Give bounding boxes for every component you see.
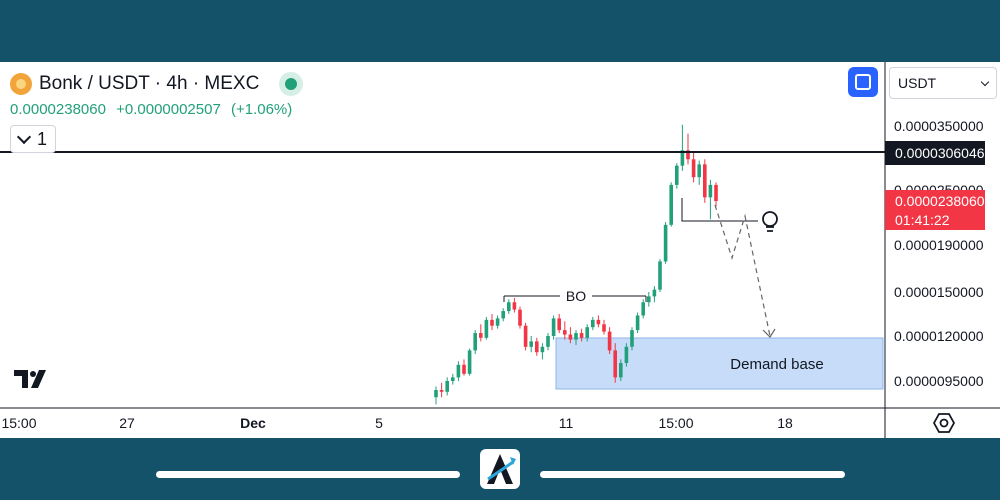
candle [663, 222, 668, 264]
level-price-tag: 0.0000306046 [885, 141, 985, 165]
candle [484, 316, 489, 340]
projection-path[interactable] [714, 204, 771, 337]
price-summary: 0.0000238060 +0.0000002507 (+1.06%) [10, 101, 298, 118]
chevron-down-icon [16, 129, 32, 144]
candle [574, 330, 578, 345]
decor-line-right [540, 471, 845, 478]
candle [467, 348, 472, 376]
y-tick-label: 0.0000095000 [894, 373, 984, 389]
candle [585, 324, 589, 342]
candle [546, 333, 550, 351]
price-chart[interactable]: 0.00003500000.00002500000.00001900000.00… [0, 62, 1000, 438]
support-line[interactable] [681, 198, 758, 222]
candle [596, 315, 601, 328]
currency-select-value: USDT [898, 75, 937, 91]
price-change-percent: (+1.06%) [230, 101, 293, 118]
candle [697, 160, 701, 185]
candle [607, 327, 612, 354]
candle [451, 373, 455, 385]
top-band [0, 0, 1000, 62]
candle [479, 324, 483, 342]
coin-icon [10, 73, 32, 95]
candle [557, 314, 561, 334]
fullscreen-icon[interactable] [848, 67, 878, 97]
candle [563, 321, 567, 340]
candle [669, 182, 673, 227]
decor-line-left [156, 471, 460, 478]
lightbulb-icon[interactable] [762, 211, 778, 232]
x-tick-label: Dec [240, 415, 266, 431]
candle [445, 377, 449, 396]
status-dot-icon [279, 72, 304, 96]
candle [591, 316, 595, 331]
candle [456, 361, 461, 381]
breakout-label: BO [566, 288, 586, 304]
chart-panel: 0.00003500000.00002500000.00001900000.00… [0, 62, 1000, 438]
x-tick-label: 18 [777, 415, 793, 431]
candle [495, 315, 500, 329]
candle [434, 386, 438, 405]
candle [439, 382, 444, 398]
brand-logo-icon[interactable] [480, 449, 520, 489]
candle [462, 359, 466, 376]
indicators-toggle-button[interactable]: 1 [10, 125, 56, 153]
candle [652, 286, 657, 303]
y-tick-label: 0.0000190000 [894, 237, 984, 253]
chart-header: Bonk / USDT · 4h · MEXC [10, 72, 304, 96]
breakout-line[interactable] [503, 295, 647, 302]
candle [675, 163, 679, 189]
x-tick-label: 27 [119, 415, 135, 431]
demand-zone[interactable] [555, 337, 884, 390]
x-tick-label: 15:00 [1, 415, 36, 431]
chevron-down-icon [980, 77, 990, 86]
candle [490, 314, 494, 331]
candle [501, 308, 505, 322]
level-price-text: 0.0000306046 [895, 145, 985, 161]
last-price: 0.0000238060 [10, 101, 106, 118]
last-price-tag: 0.0000238060 01:41:22 [885, 190, 985, 230]
candle [602, 319, 606, 335]
candle [714, 182, 718, 207]
candle [551, 315, 556, 340]
candle [686, 133, 690, 165]
demand-zone-label: Demand base [730, 356, 823, 373]
candle [579, 328, 584, 342]
candle [619, 359, 623, 381]
projection-arrowhead [762, 328, 776, 338]
y-tick-label: 0.0000350000 [894, 118, 984, 134]
candle [518, 306, 522, 329]
candle [708, 179, 713, 220]
y-tick-label: 0.0000150000 [894, 284, 984, 300]
candle [473, 330, 477, 354]
candle [647, 292, 651, 307]
candle [691, 151, 696, 183]
candle-countdown: 01:41:22 [895, 212, 950, 228]
candle [540, 343, 545, 360]
x-tick-label: 15:00 [658, 415, 693, 431]
settings-icon[interactable] [933, 412, 955, 434]
candle [529, 336, 533, 353]
candle [658, 259, 662, 292]
candle [703, 159, 707, 203]
candle [535, 337, 539, 356]
x-tick-label: 5 [375, 415, 383, 431]
candle [523, 322, 528, 351]
candle [680, 124, 685, 171]
candle [613, 343, 617, 383]
y-tick-label: 0.0000120000 [894, 328, 984, 344]
x-tick-label: 11 [559, 415, 574, 431]
candle [507, 299, 511, 314]
tradingview-logo-icon[interactable] [14, 370, 54, 390]
last-price-tag-text: 0.0000238060 [895, 193, 985, 209]
candle [512, 297, 517, 313]
symbol-title[interactable]: Bonk / USDT · 4h · MEXC [39, 73, 260, 94]
candle [624, 343, 629, 367]
candle [641, 299, 645, 319]
candle [635, 312, 640, 334]
currency-select[interactable]: USDT [889, 67, 997, 99]
price-change: +0.0000002507 [116, 101, 221, 118]
indicator-count: 1 [36, 128, 47, 149]
candle [630, 327, 634, 351]
candle [568, 327, 573, 344]
